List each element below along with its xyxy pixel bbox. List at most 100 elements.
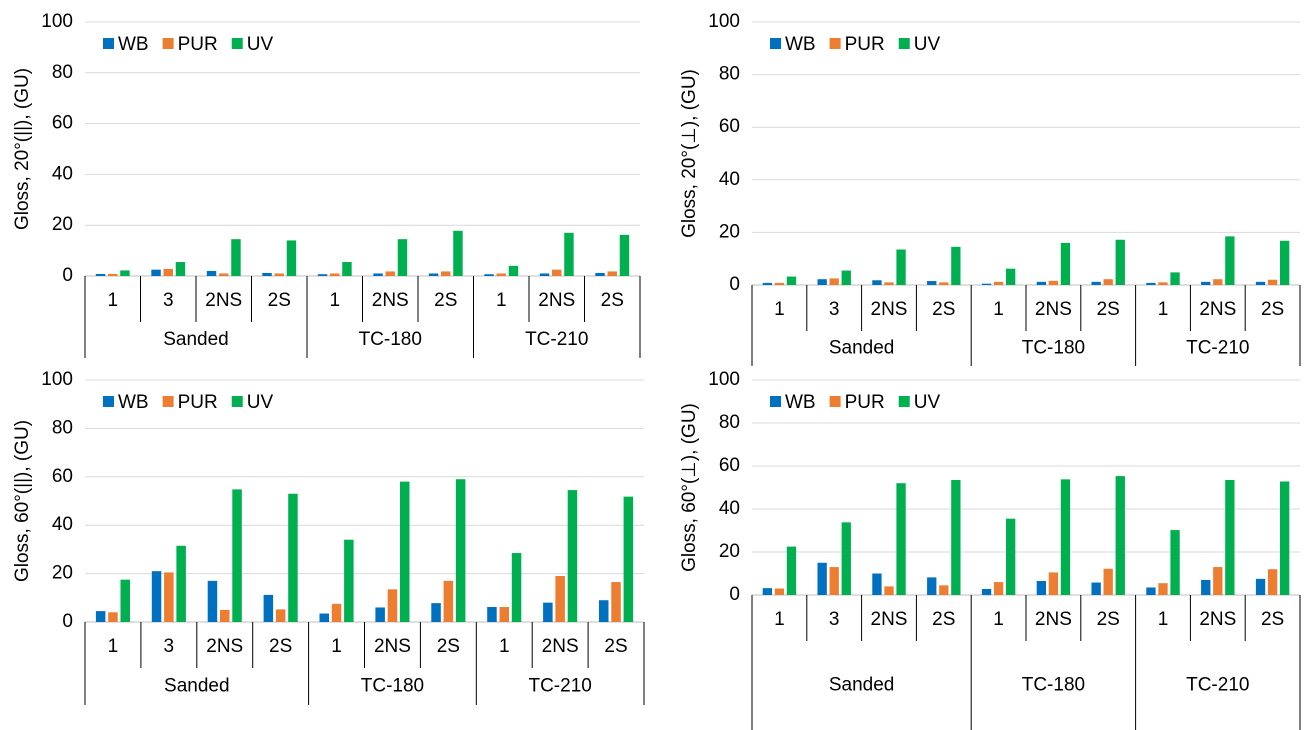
legend-swatch — [829, 38, 841, 49]
x-tick-label: 1 — [774, 299, 785, 320]
x-tick-label: 3 — [164, 636, 175, 657]
y-tick-label: 60 — [719, 116, 740, 137]
bar — [1036, 281, 1047, 285]
bar — [762, 588, 773, 595]
bar — [981, 588, 992, 595]
bar — [774, 282, 785, 285]
bar — [120, 579, 130, 622]
bar — [829, 567, 839, 595]
bar — [1201, 579, 1211, 595]
x-tick-label: 2NS — [871, 609, 908, 630]
bar — [397, 239, 408, 276]
x-tick-label: 2NS — [538, 290, 575, 311]
bar — [951, 246, 961, 285]
y-tick-label: 20 — [719, 541, 740, 562]
y-tick-label: 0 — [729, 584, 740, 605]
x-tick-label: 1 — [993, 609, 1004, 630]
bar — [331, 603, 342, 622]
legend-label: PUR — [178, 34, 218, 55]
bar — [555, 576, 565, 622]
y-tick-label: 60 — [52, 466, 73, 487]
bar — [539, 273, 550, 276]
x-tick-label: 1 — [496, 290, 507, 311]
y-tick-label: 60 — [719, 455, 740, 476]
bar — [206, 270, 217, 276]
bar — [872, 280, 882, 285]
bar — [543, 602, 553, 622]
group-label: TC-180 — [1022, 675, 1085, 696]
bar — [829, 278, 839, 285]
legend-swatch — [162, 396, 174, 407]
x-tick-label: 3 — [829, 609, 840, 630]
bar — [1158, 282, 1168, 285]
bar — [1146, 282, 1156, 285]
bar — [951, 479, 961, 595]
bar — [207, 580, 218, 622]
x-tick-label: 2NS — [542, 636, 579, 657]
bar — [441, 271, 451, 276]
legend-swatch — [231, 396, 243, 407]
bar — [1146, 587, 1156, 595]
x-tick-label: 1 — [107, 290, 118, 311]
legend-label: UV — [914, 34, 941, 55]
y-tick-label: 100 — [708, 369, 740, 390]
bar — [993, 582, 1004, 595]
bar — [1267, 569, 1278, 595]
bar — [175, 262, 186, 276]
bar — [896, 249, 906, 285]
bar — [231, 239, 241, 276]
group-label: TC-210 — [528, 676, 591, 697]
group-label: TC-210 — [525, 329, 588, 350]
y-tick-label: 80 — [719, 64, 740, 85]
y-tick-label: 0 — [62, 265, 73, 286]
bar — [1115, 239, 1125, 285]
y-tick-label: 20 — [719, 221, 740, 242]
x-tick-label: 1 — [499, 636, 510, 657]
bar — [263, 594, 274, 622]
legend-swatch — [898, 396, 910, 407]
y-tick-label: 40 — [52, 163, 73, 184]
y-tick-label: 100 — [708, 11, 740, 32]
bar — [499, 606, 510, 622]
bar — [1170, 272, 1180, 285]
bar — [872, 573, 882, 595]
x-tick-label: 2S — [932, 609, 955, 630]
x-tick-label: 1 — [1158, 609, 1169, 630]
x-tick-label: 1 — [993, 299, 1004, 320]
x-tick-label: 3 — [163, 290, 174, 311]
bar — [1060, 479, 1071, 595]
x-tick-label: 2NS — [372, 290, 409, 311]
x-tick-label: 2S — [269, 636, 292, 657]
bar — [619, 234, 630, 276]
bar — [981, 283, 992, 285]
group-label: TC-210 — [1186, 675, 1249, 696]
bar — [1225, 236, 1235, 285]
bar — [817, 562, 827, 595]
group-label: TC-210 — [1186, 338, 1249, 359]
bar — [151, 269, 161, 276]
legend-swatch — [829, 396, 841, 407]
bar — [884, 282, 894, 285]
bar — [552, 269, 562, 276]
bar — [288, 493, 298, 622]
x-tick-label: 2S — [1261, 299, 1284, 320]
bar — [453, 230, 463, 276]
x-tick-label: 2S — [434, 290, 457, 311]
bar — [319, 613, 330, 622]
x-tick-label: 1 — [329, 290, 340, 311]
bar — [219, 609, 230, 622]
bar — [1048, 572, 1059, 595]
x-tick-label: 1 — [331, 636, 342, 657]
legend-swatch — [103, 38, 114, 49]
bar — [317, 274, 328, 276]
bar — [1201, 281, 1211, 285]
bar — [595, 272, 605, 276]
bar — [344, 539, 354, 622]
y-tick-label: 100 — [41, 369, 73, 390]
legend-swatch — [103, 396, 114, 407]
bar — [428, 273, 439, 276]
x-tick-label: 3 — [829, 299, 840, 320]
y-tick-label: 80 — [719, 412, 740, 433]
bar — [564, 232, 574, 276]
